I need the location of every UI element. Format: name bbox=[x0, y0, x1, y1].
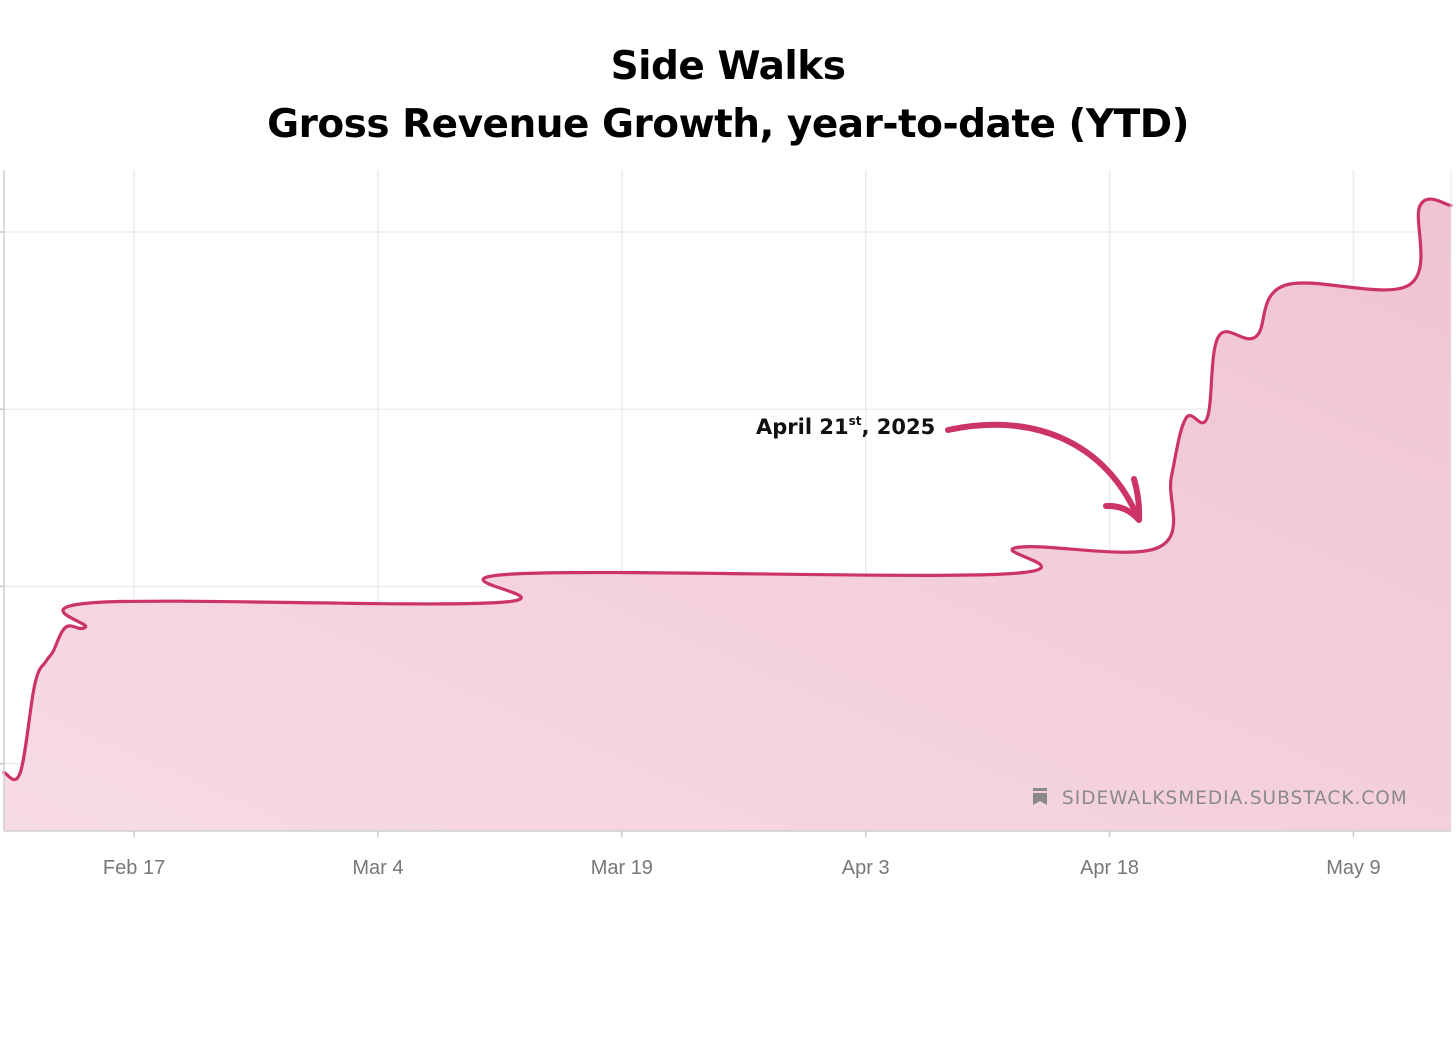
x-tick-label-5: Apr 18 bbox=[1080, 857, 1139, 879]
revenue-area-fill bbox=[4, 199, 1451, 832]
revenue-series-line bbox=[2, 197, 1453, 782]
annotation: April 21st, 2025 bbox=[756, 414, 1143, 523]
x-tick-label-4: Apr 3 bbox=[842, 857, 890, 879]
watermark: SIDEWALKSMEDIA.SUBSTACK.COM bbox=[1033, 788, 1408, 809]
chart-title: Side Walks bbox=[610, 44, 846, 89]
axes bbox=[3, 170, 1452, 832]
annotation-arrow bbox=[945, 421, 1141, 521]
x-axis-ticks: Feb 17 Mar 4 Mar 19 Apr 3 Apr 18 May 9 bbox=[103, 831, 1381, 879]
chart-titles: Side Walks Gross Revenue Growth, year-to… bbox=[0, 38, 1456, 154]
watermark-text: SIDEWALKSMEDIA.SUBSTACK.COM bbox=[1062, 788, 1408, 809]
x-tick-label-1: Feb 17 bbox=[103, 857, 165, 879]
bookmark-icon bbox=[1033, 788, 1047, 805]
annotation-label: April 21st, 2025 bbox=[756, 414, 935, 439]
x-tick-label-2: Mar 4 bbox=[352, 857, 403, 879]
chart-subtitle: Gross Revenue Growth, year-to-date (YTD) bbox=[267, 102, 1189, 147]
x-tick-label-6: May 9 bbox=[1326, 857, 1380, 879]
annotation-arrowhead bbox=[1103, 476, 1143, 523]
x-tick-label-3: Mar 19 bbox=[591, 857, 653, 879]
